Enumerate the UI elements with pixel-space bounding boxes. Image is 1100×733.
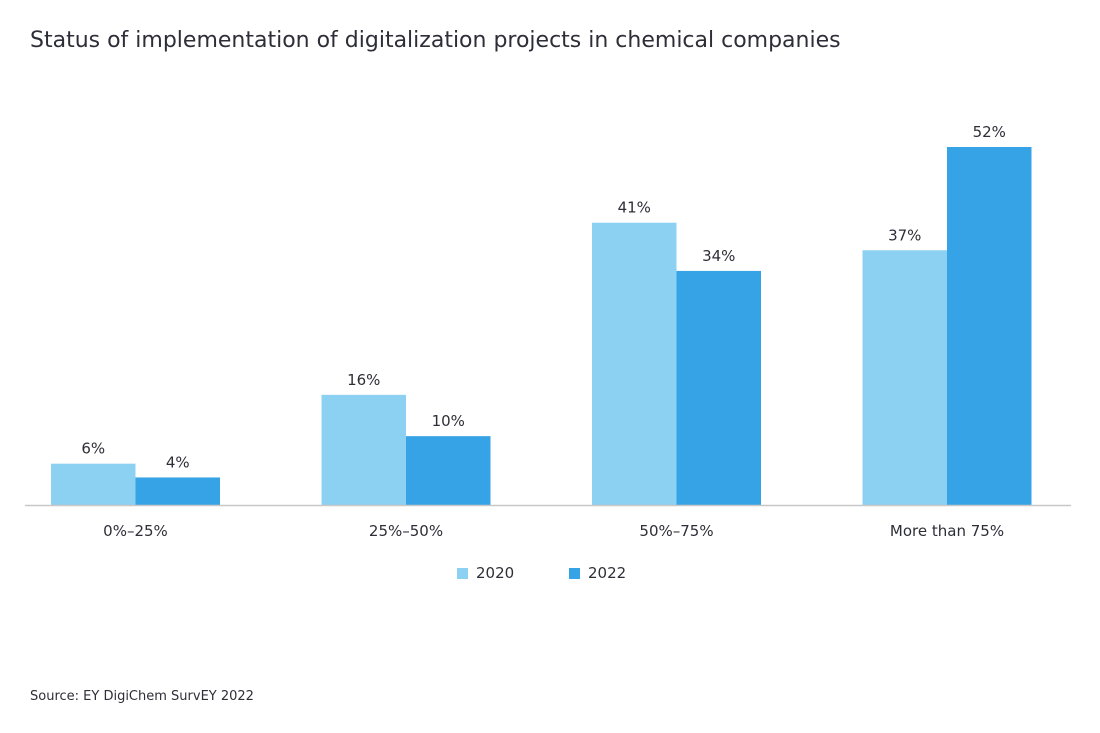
value-label: 10% [432,412,465,430]
bar-2022-2 [676,270,761,505]
bar-2020-0 [51,463,136,505]
legend-item-2022: 2022 [569,564,626,582]
bar-2020-3 [862,250,947,505]
x-tick-label: 0%–25% [103,522,168,540]
bar-2020-1 [321,394,406,505]
bar-2020-2 [592,222,677,505]
value-label: 16% [347,371,380,389]
value-label: 6% [81,440,105,458]
value-label: 41% [618,199,651,217]
value-label: 34% [702,247,735,265]
x-tick-label: 25%–50% [369,522,443,540]
legend-swatch-2020 [457,567,468,579]
x-tick-label: More than 75% [890,522,1004,540]
source-note: Source: EY DigiChem SurvEY 2022 [30,689,254,704]
legend-swatch-2022 [569,567,580,579]
legend-label: 2020 [476,564,515,582]
x-tick-label: 50%–75% [639,522,713,540]
bar-2022-1 [406,436,491,505]
legend-label: 2022 [588,564,627,582]
bar-2022-0 [135,477,220,505]
value-label: 4% [166,453,190,471]
legend-item-2020: 2020 [457,564,514,582]
bar-2022-3 [947,147,1032,505]
chart-title: Status of implementation of digitalizati… [30,28,841,53]
value-label: 37% [888,226,921,244]
value-label: 52% [973,123,1006,141]
